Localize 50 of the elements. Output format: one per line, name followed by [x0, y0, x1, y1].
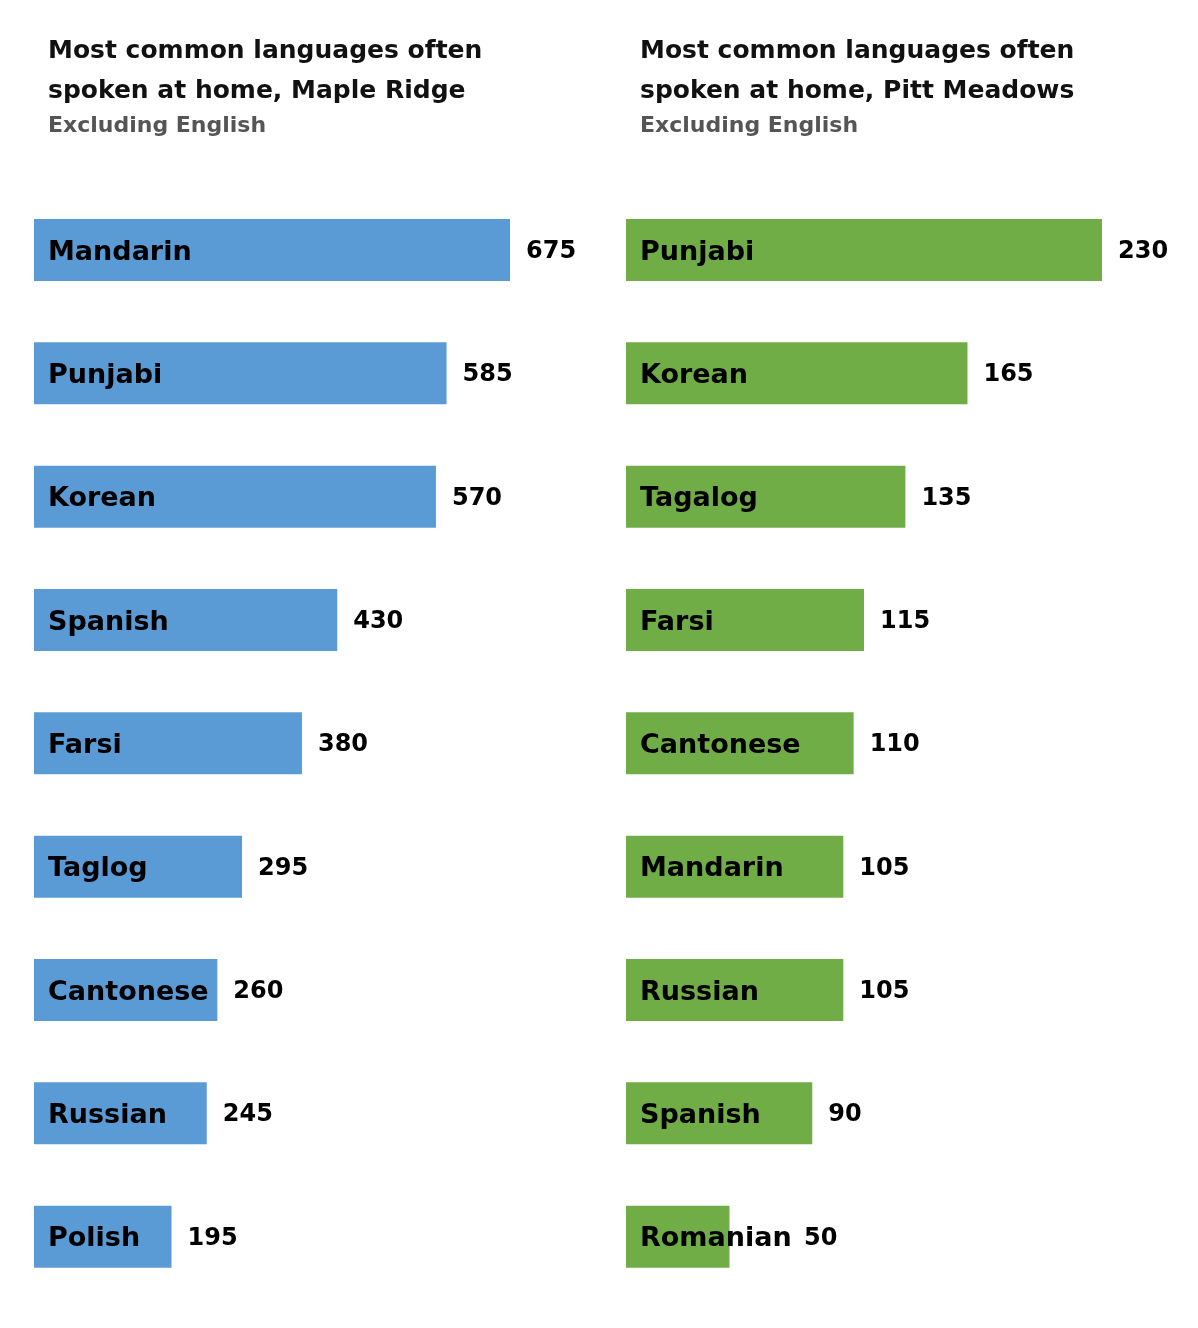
bar	[34, 589, 338, 651]
y-tick-label: Spanish	[48, 604, 169, 636]
y-tick-label: Cantonese	[640, 727, 801, 759]
data-label: 295	[258, 852, 309, 881]
y-tick-label: Polish	[48, 1221, 141, 1253]
data-label: 230	[1118, 236, 1169, 264]
chart-title: Most common languages often spoken at home, Pitt Meadows	[640, 34, 1076, 106]
data-label: 195	[187, 1222, 238, 1251]
y-tick-label: Korean	[48, 481, 157, 513]
data-label: 110	[869, 729, 920, 758]
y-tick-label: Taglog	[48, 851, 148, 883]
bar	[34, 219, 510, 281]
bar	[626, 589, 864, 651]
y-tick-label: Cantonese	[48, 974, 209, 1006]
data-label: 245	[222, 1099, 273, 1128]
bar	[34, 342, 447, 405]
y-tick-label: Korean	[640, 357, 749, 389]
data-label: 570	[451, 482, 503, 511]
bar	[626, 342, 968, 405]
y-tick-label: Russian	[48, 1097, 167, 1129]
chart-title: Most common languages often spoken at home, Maple Ridge	[48, 34, 484, 106]
data-label: 90	[828, 1099, 862, 1128]
y-tick-label: Mandarin	[48, 234, 192, 266]
y-tick-label: Russian	[640, 974, 759, 1006]
y-tick-label: Mandarin	[640, 851, 784, 883]
y-tick-label: Tagalog	[640, 481, 758, 513]
y-tick-label: Punjabi	[640, 234, 755, 266]
chart-subtitle: Excluding English	[48, 112, 268, 137]
data-label: 430	[353, 606, 404, 634]
data-label: 585	[462, 359, 513, 388]
bar	[34, 712, 302, 775]
data-label: 165	[983, 359, 1034, 388]
bar	[626, 465, 906, 528]
y-tick-label: Farsi	[48, 727, 122, 759]
y-tick-label: Spanish	[640, 1097, 761, 1129]
data-label: 115	[880, 606, 931, 634]
bar	[34, 465, 436, 528]
data-label: 50	[804, 1222, 838, 1251]
bar	[34, 835, 243, 898]
data-label: 380	[317, 729, 369, 758]
data-label: 105	[859, 852, 910, 881]
y-tick-label: Punjabi	[48, 357, 163, 389]
bar	[626, 219, 1102, 281]
data-label: 135	[921, 482, 972, 511]
data-label: 675	[526, 236, 577, 264]
y-tick-label: Farsi	[640, 604, 714, 636]
data-label: 260	[233, 976, 284, 1004]
data-label: 105	[859, 976, 910, 1004]
chart-subtitle: Excluding English	[640, 112, 860, 137]
bar	[626, 959, 844, 1021]
